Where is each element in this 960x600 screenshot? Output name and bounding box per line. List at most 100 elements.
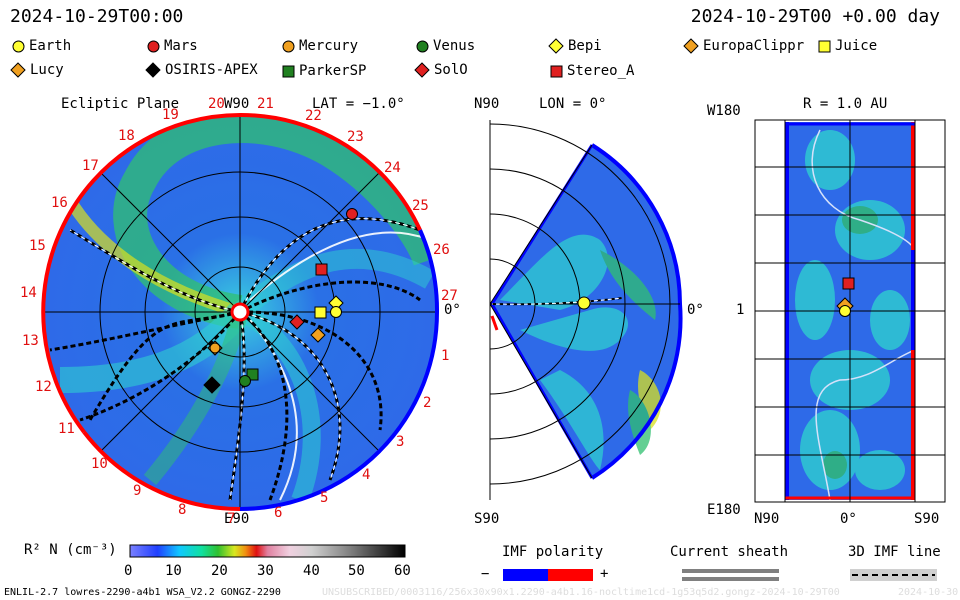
legend-item-parkersp: ParkerSP xyxy=(282,63,366,79)
carrington-tick: 9 xyxy=(133,483,142,499)
imf-plus-label: + xyxy=(600,566,609,582)
sphere-x-left: N90 xyxy=(754,511,780,527)
footer-run-id: UNSUBSCRIBED/0003116/256x30x90x1.2290-a4… xyxy=(322,587,840,598)
carrington-tick: 15 xyxy=(29,238,46,254)
carrington-tick: 24 xyxy=(384,160,401,176)
carrington-tick: 3 xyxy=(396,434,405,450)
current-sheath-swatch-1 xyxy=(682,569,779,573)
earth-marker xyxy=(330,306,342,318)
ecliptic-boundary-negative-3 xyxy=(239,112,422,231)
meridional-panel xyxy=(489,120,683,500)
colorbar-tick: 50 xyxy=(348,563,365,579)
carrington-tick: 11 xyxy=(58,421,75,437)
carrington-tick: 22 xyxy=(305,108,322,124)
colorbar-tick: 0 xyxy=(124,563,133,579)
stereo-a-marker xyxy=(315,263,328,276)
sphere-mid-left: 1 xyxy=(736,302,745,318)
ecliptic-boundary-negative-2 xyxy=(82,430,241,511)
legend-item-mercury: Mercury xyxy=(282,38,358,54)
footer-run-date: 2024-10-30 xyxy=(898,587,959,598)
carrington-tick: 7 xyxy=(227,511,236,527)
carrington-tick: 10 xyxy=(91,456,108,472)
sphere-x-mid: 0° xyxy=(840,511,857,527)
ecliptic-lat-label: LAT = −1.0° xyxy=(312,96,405,112)
colorbar xyxy=(129,544,406,558)
legend-item-lucy: Lucy xyxy=(10,62,64,78)
carrington-tick: 17 xyxy=(82,158,99,174)
ecliptic-structures xyxy=(49,115,437,504)
imf-line-title: 3D IMF line xyxy=(848,544,941,560)
carrington-tick: 4 xyxy=(362,467,371,483)
imf-minus-label: − xyxy=(481,566,490,582)
timestamp-right: 2024-10-29T00 +0.00 day xyxy=(690,6,940,27)
juice-marker xyxy=(314,306,327,319)
colorbar-tick: 10 xyxy=(165,563,182,579)
meridional-boundary xyxy=(590,143,683,480)
osiris-apex-marker xyxy=(203,376,221,394)
carrington-tick: 8 xyxy=(178,502,187,518)
ecliptic-boundary-positive-2 xyxy=(418,229,440,313)
meridional-bottom-left: S90 xyxy=(474,511,500,527)
meridional-right-label: 0° xyxy=(687,302,704,318)
ecliptic-boundary-negative xyxy=(41,113,241,434)
meridional-top-left: N90 xyxy=(474,96,500,112)
sphere-bottom-left: E180 xyxy=(707,502,741,518)
carrington-tick: 25 xyxy=(412,198,429,214)
meridional-structures xyxy=(500,234,661,470)
sphere-x-right: S90 xyxy=(914,511,940,527)
carrington-tick: 13 xyxy=(22,333,39,349)
legend-item-juice: Juice xyxy=(818,38,877,54)
solo-marker xyxy=(289,314,305,330)
carrington-tick: 12 xyxy=(35,379,52,395)
europaclipper-marker xyxy=(310,327,326,343)
carrington-tick: 19 xyxy=(162,107,179,123)
venus-marker xyxy=(239,375,251,387)
colorbar-label: R² N (cm⁻³) xyxy=(24,542,117,558)
colorbar-tick: 60 xyxy=(394,563,411,579)
carrington-tick: 5 xyxy=(320,490,329,506)
carrington-tick: 21 xyxy=(257,96,274,112)
carrington-tick: 14 xyxy=(20,285,37,301)
carrington-tick: 18 xyxy=(118,128,135,144)
imf-polarity-title: IMF polarity xyxy=(502,544,604,560)
carrington-tick: 2 xyxy=(423,395,432,411)
legend-item-stereo-a: Stereo_A xyxy=(550,63,634,79)
carrington-tick: 26 xyxy=(433,242,450,258)
meridional-lon-label: LON = 0° xyxy=(539,96,607,112)
footer-model: ENLIL-2.7 lowres-2290-a4b1 WSA_V2.2 GONG… xyxy=(4,587,281,598)
imf-negative-swatch xyxy=(503,569,548,581)
sphere-earth-marker xyxy=(839,305,851,317)
ecliptic-right-label: 0° xyxy=(444,302,461,318)
legend-item-venus: Venus xyxy=(416,38,475,54)
mercury-marker xyxy=(209,342,221,354)
ecliptic-panel xyxy=(41,112,440,511)
colorbar-tick: 20 xyxy=(211,563,228,579)
carrington-tick: 6 xyxy=(274,505,283,521)
mars-marker xyxy=(346,208,358,220)
ecliptic-top-label: W90 xyxy=(224,96,250,112)
carrington-tick: 16 xyxy=(51,195,68,211)
ecliptic-bottom-label: E90 xyxy=(224,511,250,527)
legend-item-solo: SolO xyxy=(414,62,468,78)
imf-positive-swatch xyxy=(548,569,593,581)
sphere-radius-label: R = 1.0 AU xyxy=(803,96,888,112)
current-sheath-title: Current sheath xyxy=(670,544,789,560)
meridional-earth-marker xyxy=(577,296,591,310)
ecliptic-title: Ecliptic Plane xyxy=(61,96,180,112)
legend-item-europaclipper: EuropaClippr xyxy=(683,38,804,54)
colorbar-tick: 40 xyxy=(303,563,320,579)
sphere-top-left: W180 xyxy=(707,103,741,119)
current-sheath-swatch-2 xyxy=(682,577,779,581)
carrington-tick: 23 xyxy=(347,129,364,145)
sphere-stereo-a-marker xyxy=(842,277,855,290)
carrington-tick: 20 xyxy=(208,96,225,112)
colorbar-tick: 30 xyxy=(257,563,274,579)
sphere-panel xyxy=(754,119,946,503)
legend-item-earth: Earth xyxy=(12,38,71,54)
legend-item-bepi: Bepi xyxy=(548,38,602,54)
legend-item-mars: Mars xyxy=(147,38,198,54)
sun-marker xyxy=(230,302,250,322)
timestamp-left: 2024-10-29T00:00 xyxy=(10,6,184,27)
legend-item-osiris-apex: OSIRIS-APEX xyxy=(145,62,258,78)
